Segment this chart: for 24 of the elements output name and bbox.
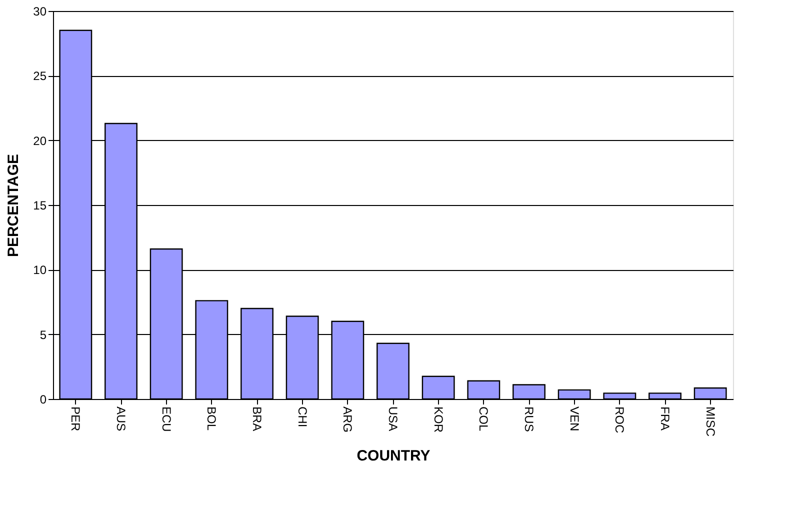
x-tick-label: RUS xyxy=(522,406,536,432)
x-tick-label: ARG xyxy=(340,406,355,433)
x-tick-label: ECU xyxy=(159,406,174,432)
x-tick-label: KOR xyxy=(431,406,446,433)
y-tick-label: 30 xyxy=(33,4,47,18)
x-tick-label: USA xyxy=(386,406,400,432)
y-tick-label: 15 xyxy=(33,198,47,212)
x-tick-label: CHI xyxy=(295,406,310,428)
y-axis-title: PERCENTAGE xyxy=(5,154,22,258)
x-tick-label: AUS xyxy=(114,406,128,432)
y-tick-label: 10 xyxy=(33,263,47,278)
y-tick-label: 20 xyxy=(33,134,47,148)
x-tick-label: VEN xyxy=(567,406,582,432)
y-tick-label: 25 xyxy=(33,69,47,84)
x-axis-title: COUNTRY xyxy=(356,448,430,464)
x-tick-label: BRA xyxy=(250,406,264,432)
y-tick-label: 0 xyxy=(40,392,47,406)
x-tick-label: ROC xyxy=(612,406,627,434)
x-tick-label: COL xyxy=(476,406,491,432)
x-tick-label: FRA xyxy=(658,406,672,430)
y-tick-label: 5 xyxy=(40,328,47,342)
x-tick-label: PER xyxy=(68,406,83,432)
x-tick-label: MISC xyxy=(703,406,718,437)
x-tick-label: BOL xyxy=(204,406,219,431)
